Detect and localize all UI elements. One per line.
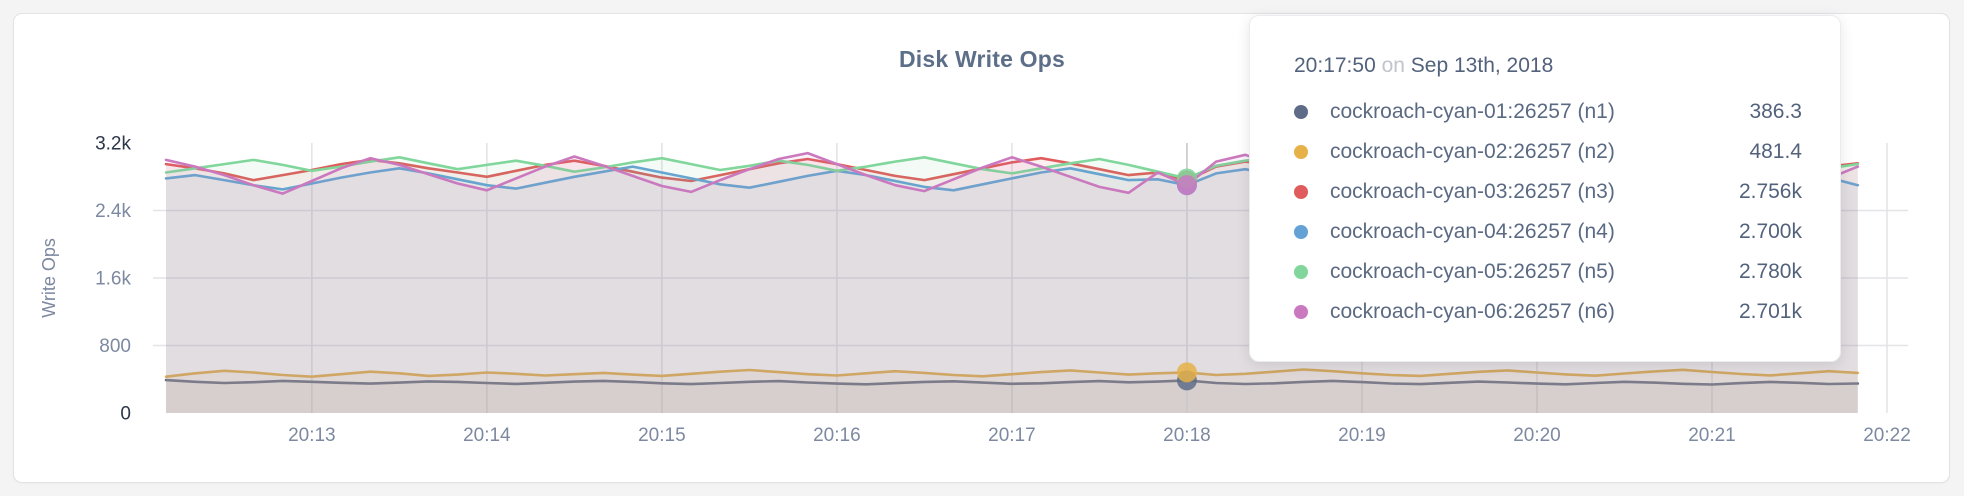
- tooltip-series-value: 2.700k: [1738, 220, 1802, 243]
- x-axis-tick-label: 20:14: [463, 425, 511, 446]
- x-axis-tick-label: 20:19: [1338, 425, 1386, 446]
- y-axis-tick-label: 2.4k: [95, 201, 131, 222]
- series-color-dot-icon: [1294, 265, 1308, 279]
- tooltip-row: cockroach-cyan-02:26257 (n2) 481.4: [1294, 132, 1802, 172]
- tooltip-row: cockroach-cyan-01:26257 (n1) 386.3: [1294, 92, 1802, 132]
- tooltip-series-value: 481.4: [1749, 140, 1802, 163]
- x-axis-tick-label: 20:18: [1163, 425, 1211, 446]
- tooltip-row: cockroach-cyan-06:26257 (n6) 2.701k: [1294, 292, 1802, 332]
- tooltip-series-name: cockroach-cyan-05:26257 (n5): [1330, 260, 1615, 283]
- y-axis-tick-label: 0: [120, 404, 131, 425]
- hover-tooltip: 20:17:50 on Sep 13th, 2018 cockroach-cya…: [1249, 15, 1841, 362]
- series-color-dot-icon: [1294, 105, 1308, 119]
- tooltip-series-value: 386.3: [1749, 100, 1802, 123]
- tooltip-series-value: 2.756k: [1738, 180, 1802, 203]
- x-axis-tick-label: 20:17: [988, 425, 1036, 446]
- series-color-dot-icon: [1294, 225, 1308, 239]
- tooltip-series-name: cockroach-cyan-04:26257 (n4): [1330, 220, 1615, 243]
- hover-point[interactable]: [1176, 362, 1197, 383]
- x-axis-tick-label: 20:21: [1688, 425, 1736, 446]
- tooltip-row: cockroach-cyan-04:26257 (n4) 2.700k: [1294, 212, 1802, 252]
- tooltip-series-name: cockroach-cyan-02:26257 (n2): [1330, 140, 1615, 163]
- y-axis-tick-label: 1.6k: [95, 269, 131, 290]
- tooltip-date: Sep 13th, 2018: [1410, 54, 1554, 77]
- x-axis-tick-label: 20:13: [288, 425, 336, 446]
- tooltip-series-value: 2.780k: [1738, 260, 1802, 283]
- tooltip-time: 20:17:50: [1294, 54, 1376, 77]
- hover-point[interactable]: [1176, 175, 1197, 196]
- series-color-dot-icon: [1294, 305, 1308, 319]
- series-line: [164, 378, 1860, 386]
- y-axis-title: Write Ops: [39, 238, 59, 318]
- tooltip-series-name: cockroach-cyan-01:26257 (n1): [1330, 100, 1615, 123]
- tooltip-series-name: cockroach-cyan-06:26257 (n6): [1330, 300, 1615, 323]
- y-axis-tick-label: 800: [99, 336, 131, 357]
- chart-title: Disk Write Ops: [899, 46, 1065, 72]
- series-color-dot-icon: [1294, 185, 1308, 199]
- tooltip-row: cockroach-cyan-05:26257 (n5) 2.780k: [1294, 252, 1802, 292]
- x-axis-tick-label: 20:15: [638, 425, 686, 446]
- series-area: [166, 369, 1858, 413]
- x-axis-tick-label: 20:20: [1513, 425, 1561, 446]
- tooltip-title: 20:17:50 on Sep 13th, 2018: [1294, 52, 1802, 80]
- tooltip-connector: on: [1381, 54, 1405, 77]
- y-axis-tick-label: 3.2k: [95, 134, 131, 155]
- series-color-dot-icon: [1294, 145, 1308, 159]
- tooltip-row: cockroach-cyan-03:26257 (n3) 2.756k: [1294, 172, 1802, 212]
- x-axis-tick-label: 20:22: [1863, 425, 1911, 446]
- tooltip-series-name: cockroach-cyan-03:26257 (n3): [1330, 180, 1615, 203]
- x-axis-tick-label: 20:16: [813, 425, 861, 446]
- series-line: [164, 368, 1860, 379]
- tooltip-series-value: 2.701k: [1738, 300, 1802, 323]
- series-area: [166, 380, 1858, 413]
